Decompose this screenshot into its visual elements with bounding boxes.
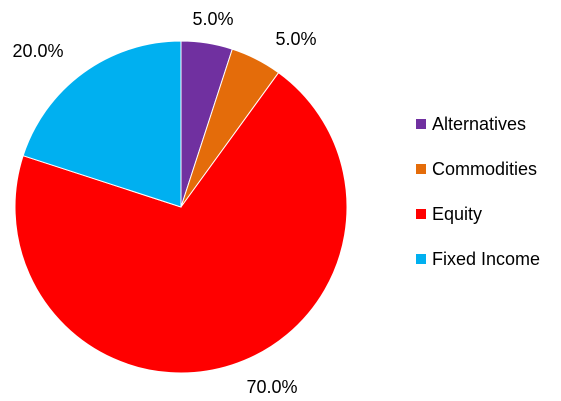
legend-item-alternatives: Alternatives bbox=[416, 114, 526, 134]
legend-swatch-equity bbox=[416, 209, 426, 219]
pie-slice-equity bbox=[14, 72, 348, 374]
data-label-equity: 70.0% bbox=[246, 377, 297, 397]
data-labels: 5.0% 5.0% 70.0% 20.0% bbox=[12, 9, 316, 397]
legend-label-alternatives: Alternatives bbox=[432, 114, 526, 134]
legend-swatch-commodities bbox=[416, 164, 426, 174]
legend-label-equity: Equity bbox=[432, 204, 482, 224]
legend-label-commodities: Commodities bbox=[432, 159, 537, 179]
legend-label-fixed-income: Fixed Income bbox=[432, 249, 540, 269]
legend: Alternatives Commodities Equity Fixed Incom… bbox=[416, 114, 540, 269]
data-label-alternatives: 5.0% bbox=[192, 9, 233, 29]
legend-swatch-fixed-income bbox=[416, 254, 426, 264]
legend-swatch-alternatives bbox=[416, 119, 426, 129]
data-label-fixed-income: 20.0% bbox=[12, 41, 63, 61]
pie-slices bbox=[14, 40, 348, 374]
legend-item-equity: Equity bbox=[416, 204, 482, 224]
legend-item-commodities: Commodities bbox=[416, 159, 537, 179]
legend-item-fixed-income: Fixed Income bbox=[416, 249, 540, 269]
data-label-commodities: 5.0% bbox=[275, 29, 316, 49]
pie-slice-fixed-income bbox=[22, 40, 182, 208]
